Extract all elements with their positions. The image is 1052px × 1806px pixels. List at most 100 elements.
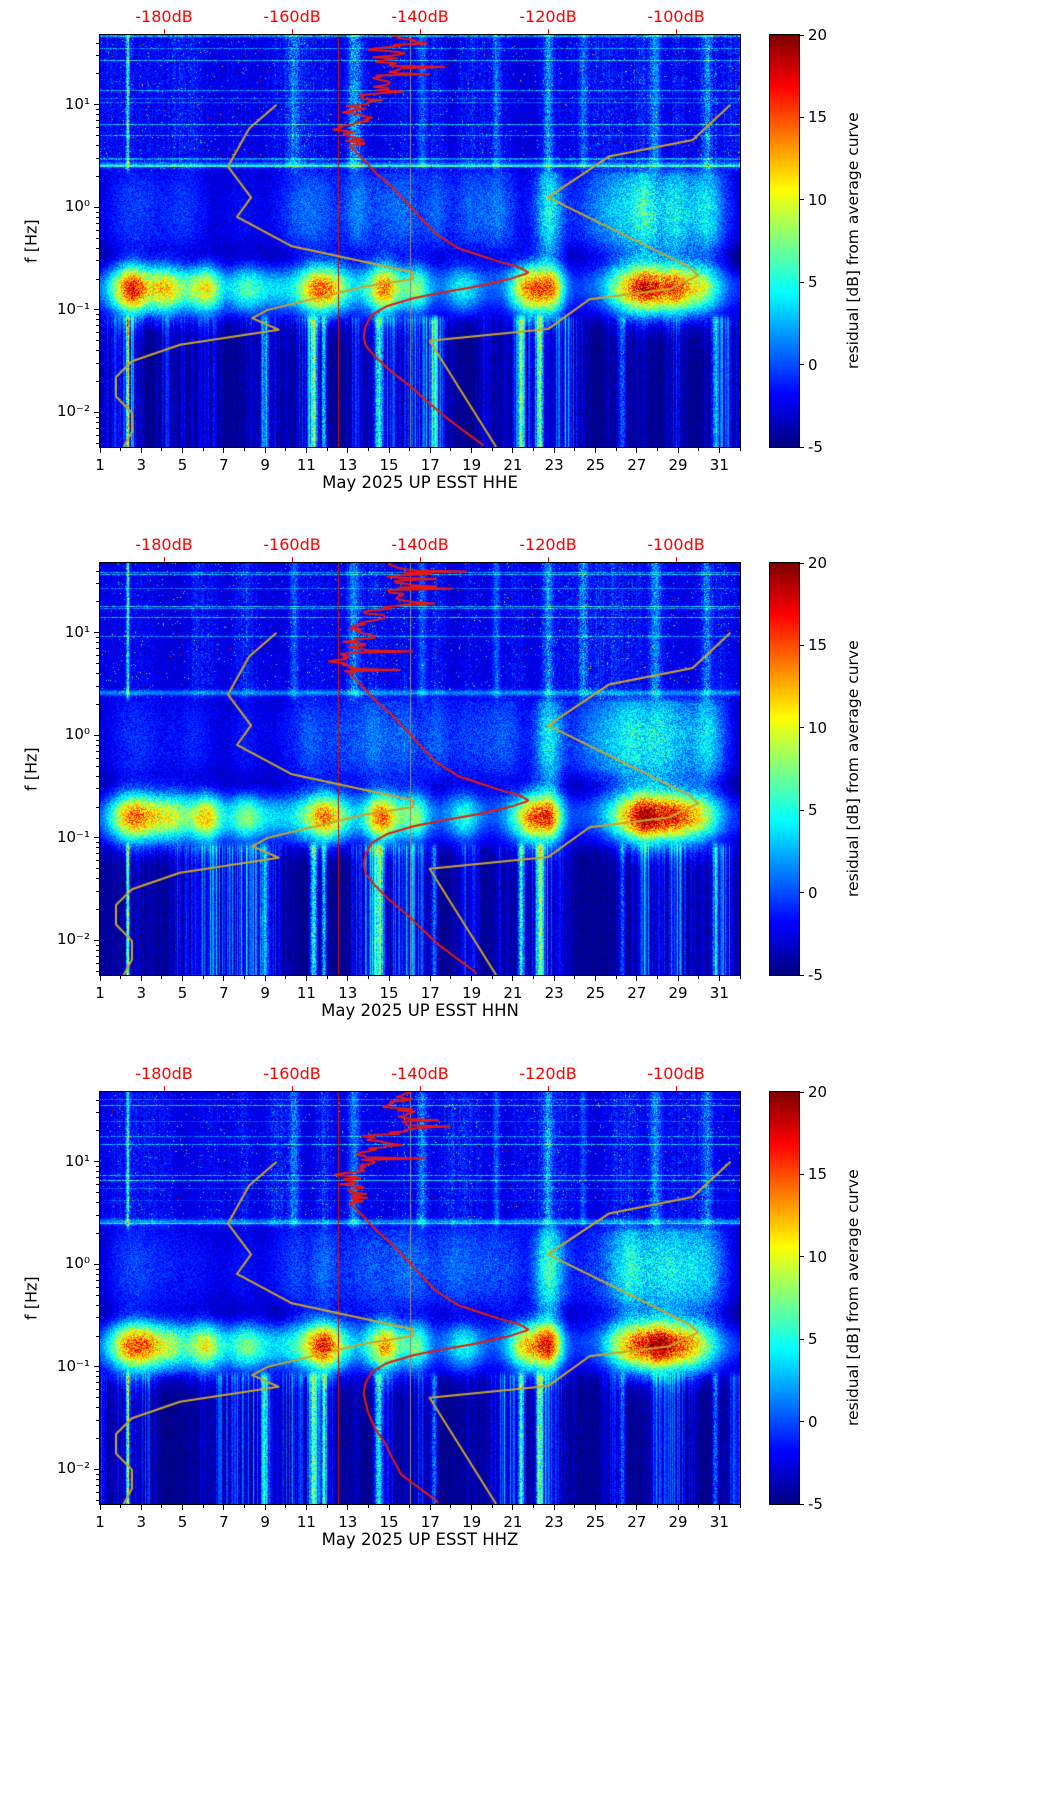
y-minor-tick [96,570,99,572]
y-minor-tick [96,120,99,122]
colorbar-tick-label: -5 [808,1495,823,1513]
x-axis-label: May 2025 UP ESST HHE [322,473,518,492]
colorbar-tick-label: 15 [808,1165,828,1184]
x-tick-label: 31 [709,456,729,474]
x-major-tick [553,1505,555,1510]
y-minor-tick [96,1317,99,1319]
colorbar-canvas [770,35,799,447]
x-tick-label: 1 [95,1513,105,1531]
top-axis-tick-label: -120dB [519,1064,577,1083]
x-tick-label: 13 [338,984,358,1002]
plot-frame [99,34,741,448]
x-minor-tick [409,1505,411,1508]
x-tick-label: 9 [260,456,270,474]
top-axis-tick [291,1086,293,1091]
colorbar-tick-label: 20 [808,554,828,572]
y-minor-tick [96,1335,99,1337]
x-minor-tick [244,448,246,451]
spectrogram-canvas [100,1092,740,1504]
top-axis-tick [547,1086,549,1091]
x-tick-label: 11 [296,1513,316,1531]
colorbar-tick-label: 10 [808,1247,828,1266]
x-major-tick [512,448,514,453]
colorbar-tick-label: 5 [808,801,818,820]
x-major-tick [264,1505,266,1510]
colorbar-tick [800,1173,804,1175]
top-axis-tick [419,29,421,34]
colorbar-frame [769,1091,800,1505]
x-minor-tick [615,1505,617,1508]
y-minor-tick [96,114,99,116]
x-tick-label: 23 [544,984,564,1002]
y-minor-tick [96,637,99,639]
x-major-tick [140,976,142,981]
y-tick-label: 10⁰ [64,197,90,216]
x-major-tick [471,1505,473,1510]
y-tick-label: 10¹ [64,94,90,113]
x-tick-label: 21 [503,456,523,474]
x-tick-label: 5 [177,456,188,474]
x-tick-label: 11 [296,456,316,474]
top-axis-tick-label: -140dB [391,535,449,554]
y-minor-tick [96,222,99,224]
y-minor-tick [96,962,99,964]
x-major-tick [182,1505,184,1510]
y-minor-tick [96,1499,99,1501]
x-tick-label: 3 [136,1513,147,1531]
y-minor-tick [96,127,99,129]
x-axis-label: May 2025 UP ESST HHZ [321,1530,519,1549]
y-tick-label: 10⁰ [64,725,90,744]
x-minor-tick [739,448,741,451]
x-major-tick [512,1505,514,1510]
y-minor-tick [96,944,99,946]
top-axis-tick-label: -140dB [391,7,449,26]
y-minor-tick [96,421,99,423]
y-minor-tick [96,891,99,892]
x-minor-tick [120,448,122,451]
x-major-tick [347,448,349,453]
y-minor-tick [96,788,99,790]
x-major-tick [594,1505,596,1510]
y-minor-tick [96,319,99,321]
x-tick-label: 27 [627,984,647,1002]
top-axis-tick-label: -100dB [647,1064,705,1083]
y-tick-label: 10⁻¹ [56,299,90,318]
x-minor-tick [326,448,328,451]
x-minor-tick [491,976,493,979]
x-minor-tick [698,1505,700,1508]
y-major-tick [94,309,99,311]
colorbar-label: residual [dB] from average curve [844,640,862,898]
x-tick-label: 27 [627,1513,647,1531]
y-minor-tick [96,750,99,752]
x-tick-label: 23 [544,1513,564,1531]
plot-frame [99,562,741,976]
y-tick-label: 10⁻¹ [56,827,90,846]
x-tick-label: 9 [260,1513,270,1531]
x-minor-tick [574,976,576,979]
x-tick-label: 15 [379,984,399,1002]
y-minor-tick [96,909,99,911]
y-minor-tick [96,775,99,777]
x-major-tick [140,448,142,453]
y-minor-tick [96,583,99,585]
x-tick-label: 19 [462,984,482,1002]
x-minor-tick [656,976,658,979]
x-major-tick [347,1505,349,1510]
x-minor-tick [491,1505,493,1508]
y-major-tick [94,1161,99,1163]
x-major-tick [305,448,307,453]
x-tick-label: 3 [136,984,147,1002]
x-major-tick [636,1505,638,1510]
y-tick-label: 10¹ [64,1151,90,1170]
y-minor-tick [96,1268,99,1270]
y-major-tick [94,632,99,634]
top-axis-tick-label: -160dB [263,1064,321,1083]
x-major-tick [429,1505,431,1510]
y-minor-tick [96,663,99,665]
top-axis-tick-label: -100dB [647,7,705,26]
x-tick-label: 21 [503,984,523,1002]
colorbar-tick [800,644,804,646]
y-minor-tick [96,1491,99,1493]
y-minor-tick [96,868,99,870]
colorbar-tick-label: 5 [808,1330,818,1349]
